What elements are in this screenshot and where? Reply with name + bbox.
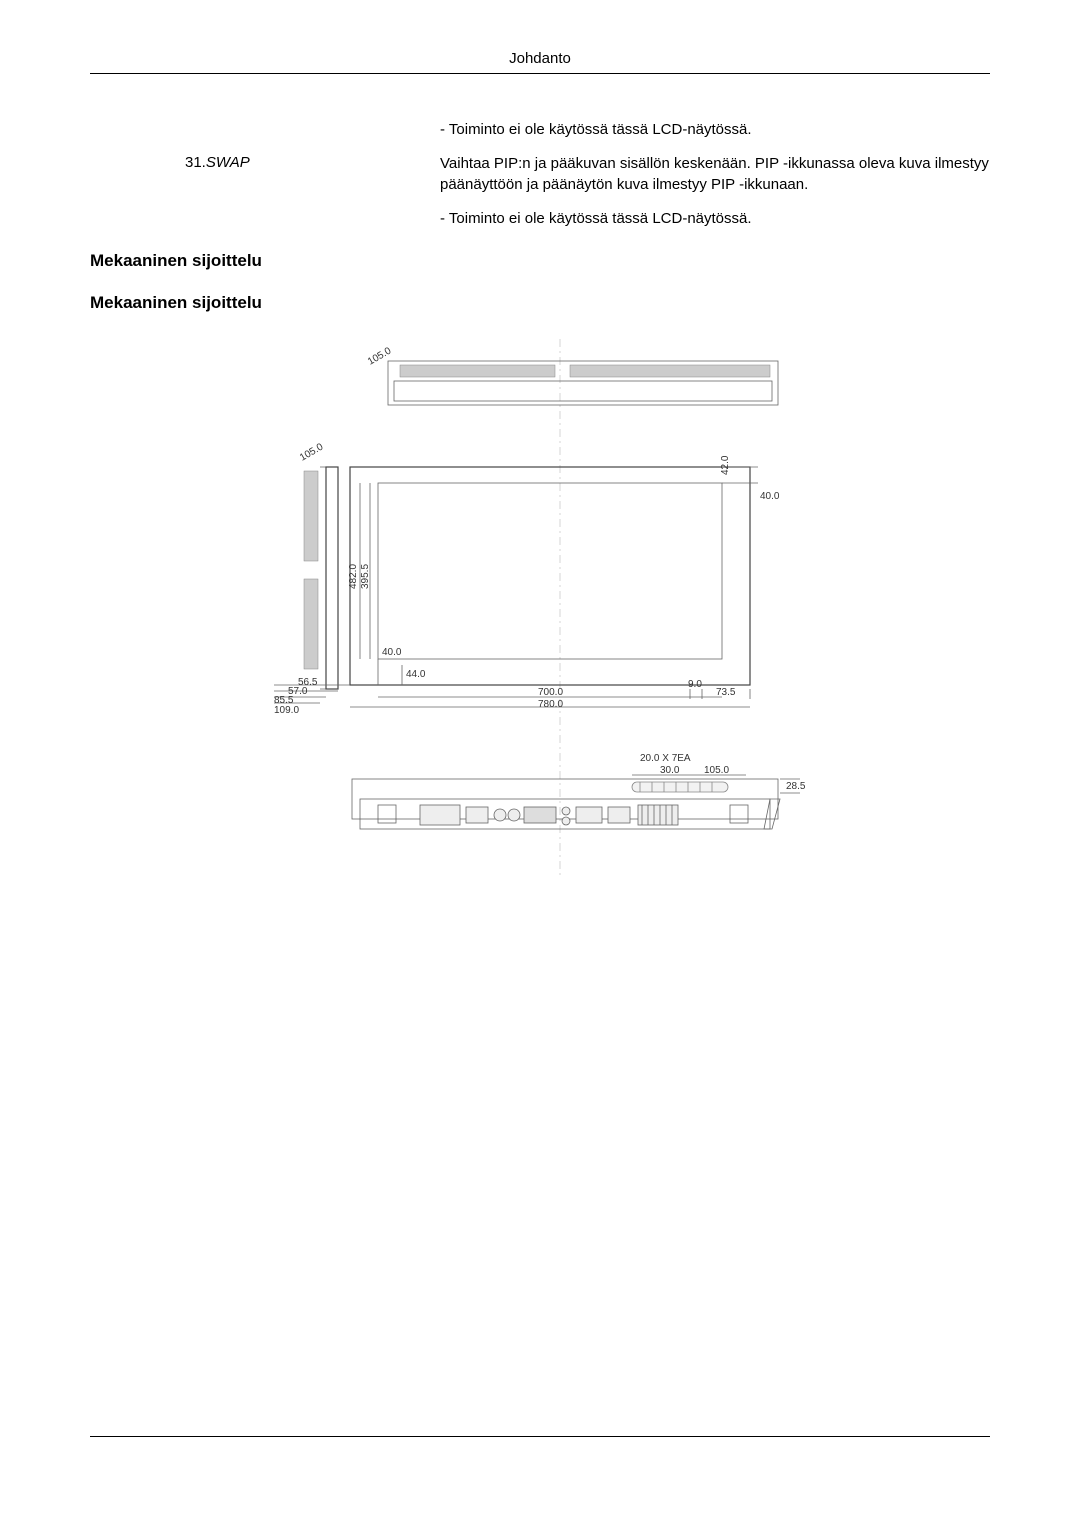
page-content: Johdanto - Toiminto ei ole käytössä täss… [90, 50, 990, 879]
svg-text:482.0: 482.0 [348, 564, 359, 589]
svg-text:9.0: 9.0 [688, 679, 702, 690]
svg-text:105.0: 105.0 [704, 765, 729, 776]
entry-31: 31.SWAP Vaihtaa PIP:n ja pääkuvan sisäll… [90, 154, 990, 195]
svg-text:73.5: 73.5 [716, 687, 736, 698]
bottom-view: 20.0 X 7EA 30.0 105.0 [352, 753, 806, 829]
svg-text:20.0 X 7EA: 20.0 X 7EA [640, 753, 691, 764]
front-depth-label: 105.0 [298, 441, 326, 463]
note-after-31: - Toiminto ei ole käytössä tässä LCD-näy… [440, 209, 990, 229]
footer-rule [90, 1436, 990, 1437]
svg-text:28.5: 28.5 [786, 781, 806, 792]
svg-text:40.0: 40.0 [382, 647, 402, 658]
front-view: 105.0 42.0 40.0 482.0 [274, 441, 780, 716]
top-view: 105.0 [366, 345, 778, 405]
section-heading-1: Mekaaninen sijoittelu [90, 251, 990, 271]
entry-31-label: 31.SWAP [90, 154, 440, 195]
svg-text:395.5: 395.5 [360, 564, 371, 589]
page-header-title: Johdanto [90, 50, 990, 74]
entry-31-name: SWAP [206, 154, 250, 171]
section-heading-2: Mekaaninen sijoittelu [90, 293, 990, 313]
top-depth-label: 105.0 [366, 345, 394, 367]
svg-text:30.0: 30.0 [660, 765, 680, 776]
svg-text:44.0: 44.0 [406, 669, 426, 680]
entry-31-number: 31. [185, 154, 206, 171]
svg-text:40.0: 40.0 [760, 491, 780, 502]
svg-text:780.0: 780.0 [538, 699, 563, 710]
svg-text:42.0: 42.0 [720, 455, 731, 475]
mechanical-layout-diagram: 105.0 105.0 [260, 339, 840, 879]
svg-text:109.0: 109.0 [274, 705, 299, 716]
entry-31-description: Vaihtaa PIP:n ja pääkuvan sisällön keske… [440, 154, 990, 195]
svg-text:700.0: 700.0 [538, 687, 563, 698]
note-before-31: - Toiminto ei ole käytössä tässä LCD-näy… [440, 120, 990, 140]
